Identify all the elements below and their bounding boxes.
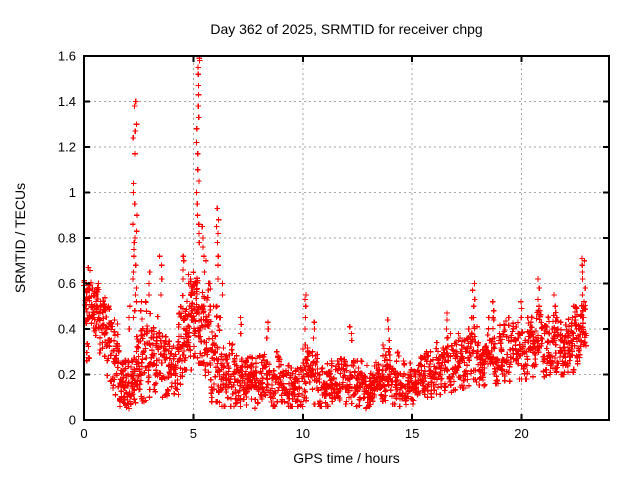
y-tick-label: 1 <box>69 185 76 200</box>
x-tick-label: 20 <box>514 426 528 441</box>
grid-lines <box>84 56 609 420</box>
scatter-points <box>81 55 589 412</box>
y-tick-label: 1.2 <box>58 140 76 155</box>
y-tick-label: 0.4 <box>58 322 76 337</box>
y-tick-label: 0.6 <box>58 276 76 291</box>
x-tick-label: 0 <box>80 426 87 441</box>
chart-title: Day 362 of 2025, SRMTID for receiver chp… <box>210 21 483 37</box>
y-tick-label: 1.6 <box>58 49 76 64</box>
x-tick-label: 10 <box>296 426 310 441</box>
y-tick-label: 1.4 <box>58 94 76 109</box>
axis-ticks <box>83 55 609 421</box>
y-tick-label: 0.2 <box>58 367 76 382</box>
y-tick-label: 0.8 <box>58 231 76 246</box>
x-axis-label: GPS time / hours <box>293 450 400 466</box>
x-tick-label: 5 <box>190 426 197 441</box>
x-tick-label: 15 <box>405 426 419 441</box>
y-tick-label: 0 <box>69 413 76 428</box>
